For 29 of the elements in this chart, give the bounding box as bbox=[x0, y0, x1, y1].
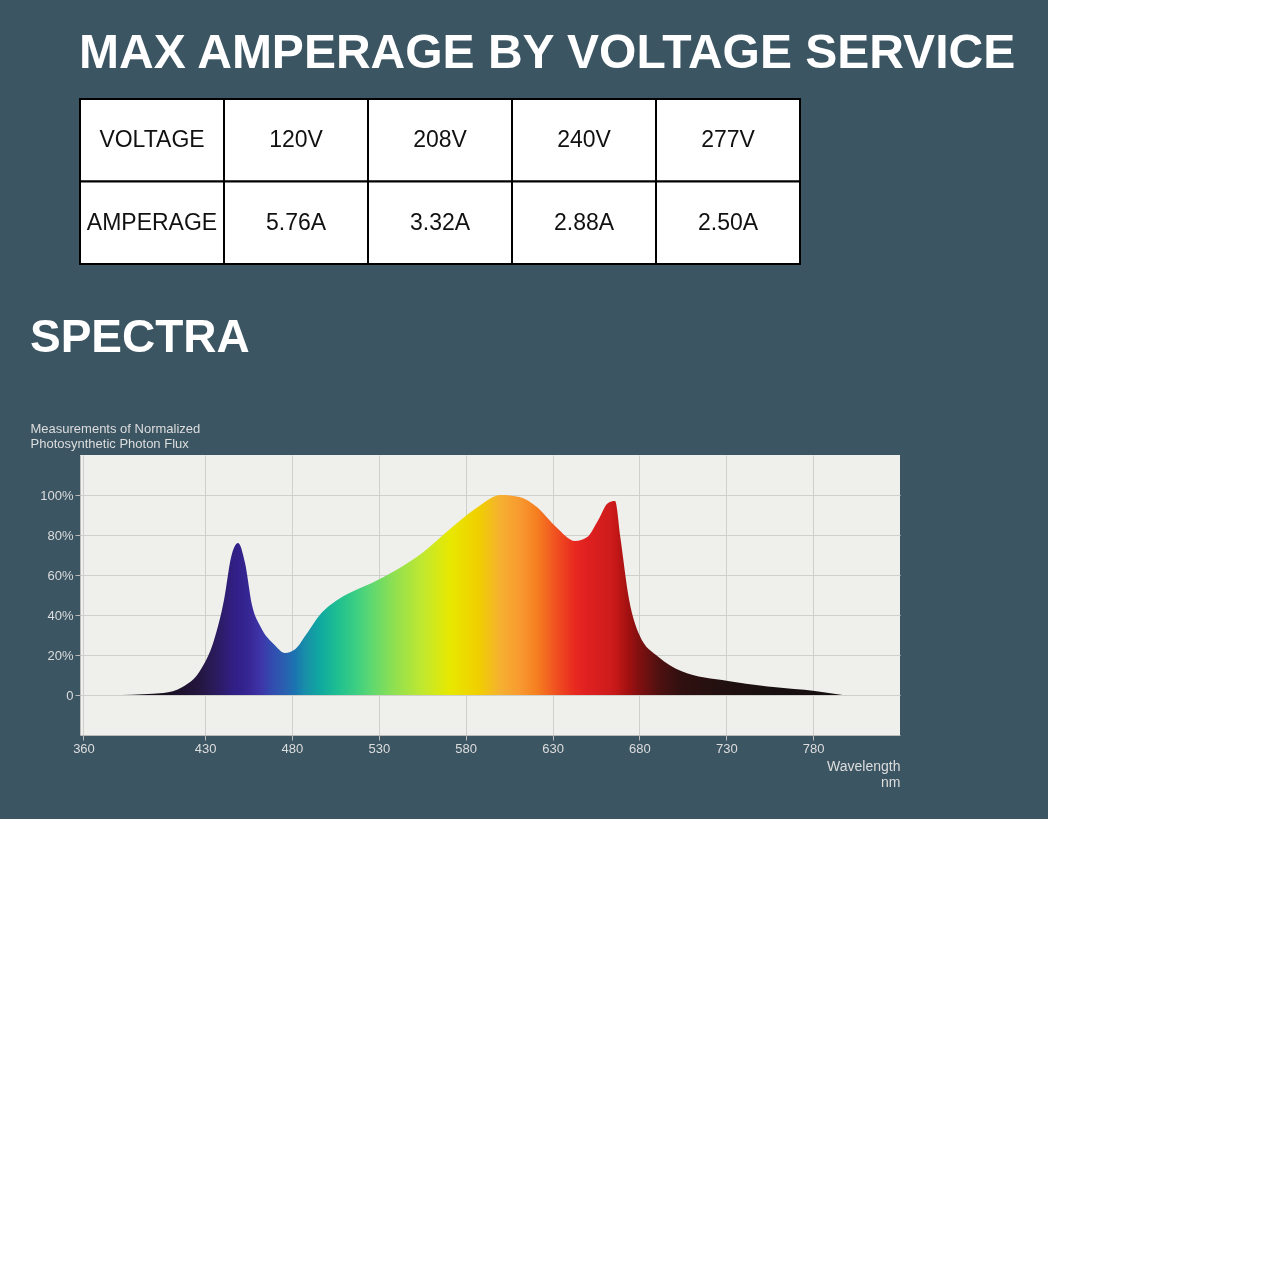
text: 277V bbox=[701, 126, 756, 153]
x-tick-label: 530 bbox=[368, 740, 391, 756]
text: 5.76A bbox=[265, 208, 327, 235]
y-axis-title: Measurements of Normalized Photosynthetic Photon Flux bbox=[30, 420, 201, 451]
y-tick-label: 0 bbox=[66, 687, 74, 703]
text: VOLTAGE bbox=[99, 126, 205, 153]
x-axis-title: Wavelength nm bbox=[827, 757, 901, 790]
text: 208V bbox=[413, 126, 468, 153]
text: AMPERAGE bbox=[86, 208, 218, 235]
y-tick-label: 80% bbox=[47, 527, 74, 543]
x-tick-label: 630 bbox=[542, 740, 564, 756]
text: 240V bbox=[557, 126, 612, 153]
y-tick-label: 60% bbox=[47, 567, 74, 583]
y-tick-label: 40% bbox=[47, 607, 74, 623]
x-tick-label: 430 bbox=[194, 740, 217, 756]
x-tick-label: 780 bbox=[802, 740, 825, 756]
text: 2.50A bbox=[697, 208, 759, 235]
x-tick-label: 480 bbox=[281, 740, 304, 756]
text: 3.32A bbox=[409, 208, 471, 235]
x-tick-label: 360 bbox=[73, 740, 95, 756]
text: MAX AMPERAGE BY VOLTAGE SERVICE bbox=[79, 25, 1016, 78]
text: 120V bbox=[269, 126, 324, 153]
x-tick-label: 730 bbox=[715, 740, 738, 756]
x-tick-label: 680 bbox=[629, 740, 651, 756]
y-tick-label: 100% bbox=[40, 487, 74, 503]
chart-title: SPECTRA bbox=[30, 310, 250, 362]
x-tick-label: 580 bbox=[455, 740, 478, 756]
text: 2.88A bbox=[553, 208, 615, 235]
y-tick-label: 20% bbox=[47, 647, 74, 663]
